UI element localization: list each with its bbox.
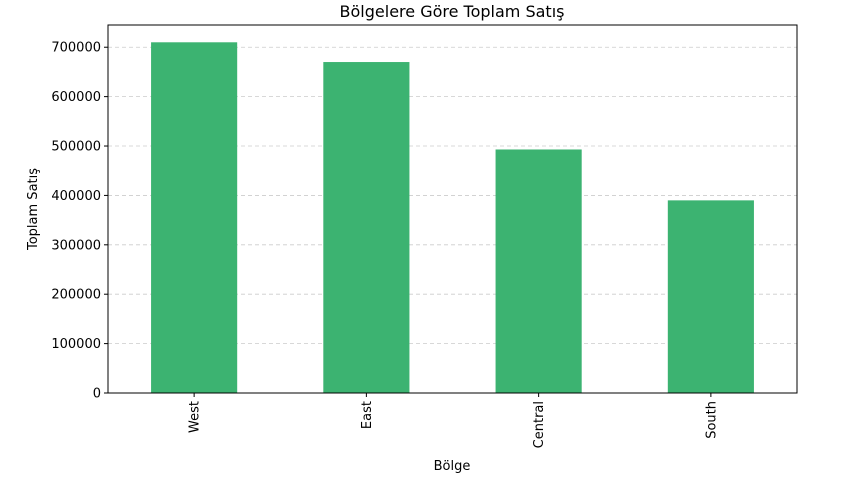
x-tick-label: Central <box>532 401 547 448</box>
y-tick-label: 400000 <box>51 189 101 204</box>
bars <box>151 42 754 394</box>
bar-west <box>151 42 238 394</box>
y-tick-label: 300000 <box>51 238 101 253</box>
x-tick-label: West <box>188 401 203 433</box>
x-tick-label: South <box>704 401 719 439</box>
bar-east <box>323 62 410 394</box>
x-tick-label: East <box>360 401 375 429</box>
y-axis-ticks: 0 100000 200000 300000 400000 500000 600000 700… <box>51 41 108 402</box>
x-axis-label: Bölge <box>434 459 471 474</box>
bar-south <box>667 200 754 393</box>
x-axis-ticks: West East Central South <box>188 393 719 448</box>
chart-title: Bölgelere Göre Toplam Satış <box>340 2 565 21</box>
y-tick-label: 100000 <box>51 337 101 352</box>
y-tick-label: 200000 <box>51 288 101 303</box>
y-tick-label: 500000 <box>51 140 101 155</box>
y-axis-label: Toplam Satış <box>26 168 41 251</box>
y-tick-label: 700000 <box>51 41 101 56</box>
plot-frame <box>107 24 798 394</box>
y-tick-label: 0 <box>93 387 101 402</box>
bar-central <box>495 149 582 393</box>
y-tick-label: 600000 <box>51 90 101 105</box>
